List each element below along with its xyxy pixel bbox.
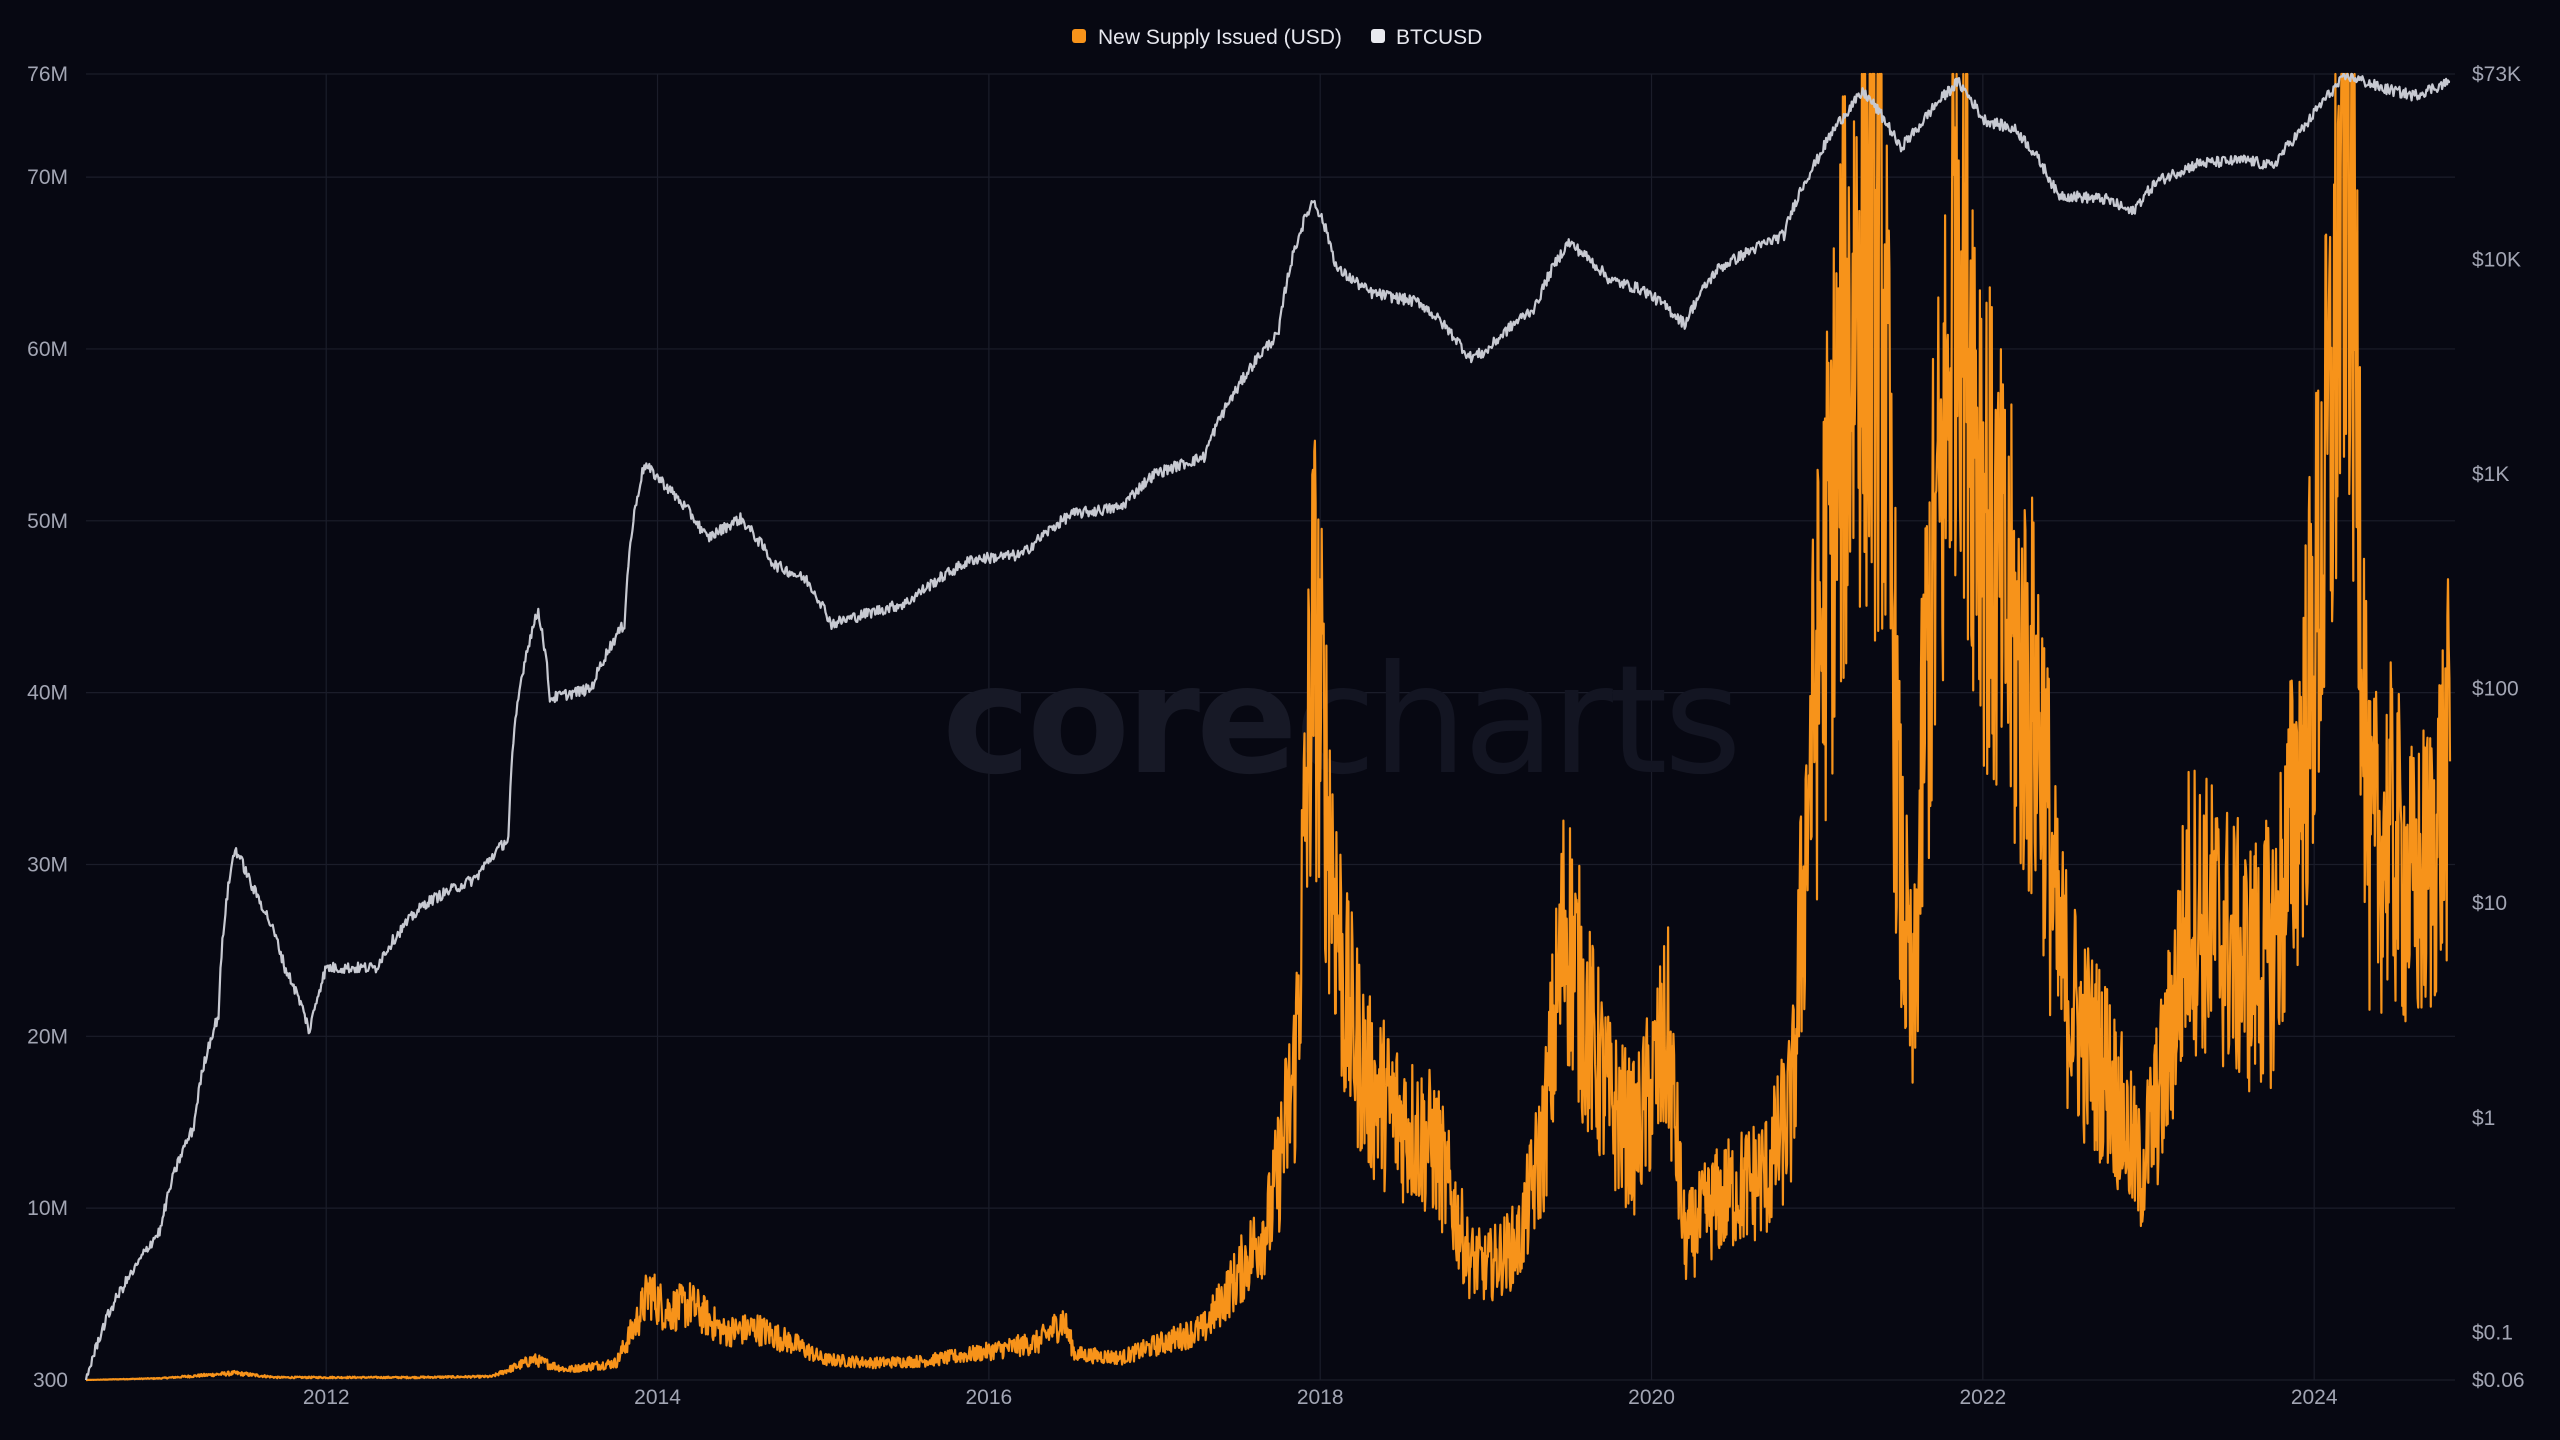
series-line-btcusd bbox=[84, 72, 2451, 1381]
y-left-tick-label: 50M bbox=[27, 510, 68, 533]
legend: New Supply Issued (USD) BTCUSD bbox=[1072, 26, 1482, 49]
y-right-tick-label: $0.06 bbox=[2472, 1369, 2525, 1392]
y-right-tick-label: $10 bbox=[2472, 892, 2507, 915]
x-tick-label: 2022 bbox=[1959, 1386, 2006, 1409]
y-left-tick-label: 300 bbox=[33, 1369, 68, 1392]
legend-swatch-price[interactable] bbox=[1371, 29, 1385, 43]
x-tick-label: 2016 bbox=[966, 1386, 1013, 1409]
x-tick-label: 2020 bbox=[1628, 1386, 1675, 1409]
series-lines bbox=[84, 72, 2452, 1382]
legend-label-supply[interactable]: New Supply Issued (USD) bbox=[1098, 26, 1342, 49]
y-right-tick-label: $0.1 bbox=[2472, 1321, 2513, 1344]
watermark: corecharts bbox=[942, 634, 1742, 808]
watermark-charts: charts bbox=[1294, 634, 1738, 808]
y-right-tick-label: $1K bbox=[2472, 463, 2509, 486]
axis-labels: 300 10M 20M 30M 40M 50M 60M 70M 76M 2012 2014 2016 2… bbox=[27, 63, 2524, 1409]
legend-swatch-supply[interactable] bbox=[1072, 29, 1086, 43]
x-tick-label: 2024 bbox=[2291, 1386, 2338, 1409]
y-left-tick-label: 76M bbox=[27, 63, 68, 86]
legend-label-price[interactable]: BTCUSD bbox=[1396, 26, 1482, 49]
y-left-tick-label: 40M bbox=[27, 682, 68, 705]
y-right-tick-label: $10K bbox=[2472, 248, 2521, 271]
y-right-tick-label: $100 bbox=[2472, 678, 2519, 701]
x-tick-label: 2018 bbox=[1297, 1386, 1344, 1409]
y-left-tick-label: 20M bbox=[27, 1025, 68, 1048]
x-tick-label: 2012 bbox=[303, 1386, 350, 1409]
watermark-core: core bbox=[942, 634, 1294, 808]
y-left-tick-label: 30M bbox=[27, 853, 68, 876]
y-right-tick-label: $73K bbox=[2472, 63, 2521, 86]
y-left-tick-label: 60M bbox=[27, 338, 68, 361]
svg-text:corecharts: corecharts bbox=[942, 634, 1738, 808]
y-right-tick-label: $1 bbox=[2472, 1107, 2495, 1130]
series-line-supply bbox=[85, 72, 2452, 1382]
y-left-tick-label: 70M bbox=[27, 166, 68, 189]
y-left-tick-label: 10M bbox=[27, 1197, 68, 1220]
x-tick-label: 2014 bbox=[634, 1386, 681, 1409]
